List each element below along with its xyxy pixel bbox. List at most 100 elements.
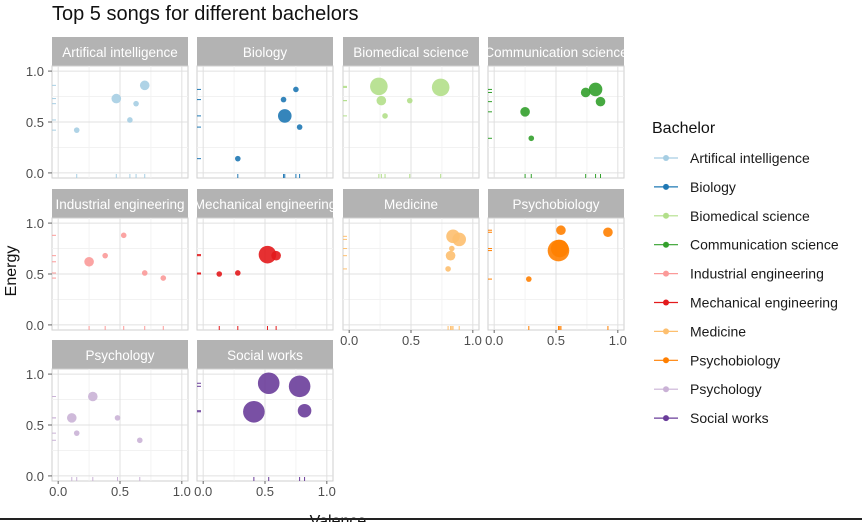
legend-key-point [663,183,669,190]
facet-strip [488,189,624,218]
legend-key-point [663,155,669,161]
data-point [235,270,241,276]
facet-strip [52,189,188,218]
data-point [580,87,591,98]
legend-label: Biomedical science [690,208,810,224]
data-point [431,78,450,97]
data-point [73,127,80,133]
y-tick-label: 0.5 [26,418,44,433]
data-point [370,77,388,96]
x-tick-label: 0.5 [402,333,420,348]
bottom-rule [0,518,862,520]
data-point [120,232,127,239]
legend-label: Industrial engineering [690,266,824,282]
x-tick-label: 1.0 [318,484,336,499]
y-tick-label: 0.0 [26,166,44,181]
y-tick-label: 1.0 [26,64,44,79]
data-point [127,117,133,123]
legend-label: Social works [690,410,769,426]
legend-label: Communication science [690,237,839,253]
y-tick-label: 0.5 [26,115,44,130]
facet-strip [488,37,624,66]
data-point [160,275,167,281]
data-point [271,250,281,261]
facet-strip [197,37,333,66]
data-point [406,97,413,104]
legend-item: Artifical intelligence [654,150,810,166]
legend-key-point [663,299,669,306]
x-tick-label: 0.0 [194,484,212,499]
facet-panel: Psychobiology 0.0 0.5 1.0 [485,189,627,348]
facet-panel: Medicine 0.0 0.5 1.0 [340,189,482,348]
x-tick-label: 1.0 [464,333,482,348]
y-tick-label: 0.0 [26,469,44,484]
data-point [136,437,143,444]
facet-strip [343,189,479,218]
legend: Bachelor Artifical intelligence Biology Bio… [652,120,839,426]
data-point [588,82,603,97]
facet-strip-label: Psychology [85,348,154,363]
legend-key-point [663,357,669,364]
data-point [280,96,287,103]
facet-strip-label: Industrial engineering [55,197,184,212]
y-tick-label: 1.0 [26,216,44,231]
legend-label: Artifical intelligence [690,150,810,166]
y-tick-label: 0.0 [26,318,44,333]
data-point [114,415,121,421]
facet-panel: Industrial engineering 0.0 0.5 1.0 [26,189,189,333]
facet-panel: Mechanical engineering [194,189,337,331]
data-point [297,403,312,418]
data-point [595,96,606,107]
data-point [111,93,122,104]
data-point [445,266,451,272]
facet-strip-label: Biomedical science [353,45,469,60]
legend-item: Medicine [654,323,746,339]
legend-item: Biomedical science [654,208,810,224]
data-point [277,109,292,123]
legend-item: Psychobiology [654,352,780,368]
data-point [258,245,277,264]
x-tick-label: 0.5 [547,333,565,348]
data-point [293,86,299,93]
legend-label: Biology [690,179,736,195]
data-point [257,372,280,395]
x-tick-label: 0.0 [485,333,503,348]
y-tick-label: 0.5 [26,267,44,282]
data-point [382,113,388,119]
legend-key-point [663,270,669,277]
data-point [141,270,148,276]
x-tick-label: 0.5 [256,484,274,499]
data-point [452,232,467,247]
data-point [376,95,387,106]
data-point [216,271,223,277]
legend-item: Social works [654,410,769,426]
data-point [139,80,150,91]
facet-strip-label: Biology [243,45,288,60]
legend-label: Mechanical engineering [690,295,838,311]
legend-item: Mechanical engineering [654,295,838,311]
data-point [243,400,265,423]
data-point [84,256,94,267]
data-point [445,250,456,261]
data-point [449,245,455,252]
x-tick-label: 0.0 [340,333,358,348]
data-point [296,124,303,130]
data-point [520,107,530,117]
data-point [528,135,535,142]
data-point [556,225,566,236]
legend-key-point [663,241,669,248]
x-tick-label: 0.0 [49,484,67,499]
data-point [526,276,532,282]
legend-item: Industrial engineering [654,266,824,282]
data-point [73,430,80,436]
facet-strip-label: Medicine [384,197,438,212]
legend-label: Psychobiology [690,352,780,368]
data-point [102,252,108,259]
y-tick-label: 1.0 [26,367,44,382]
facet-strip-label: Mechanical engineering [194,197,337,212]
data-point [288,375,311,398]
legend-label: Psychology [690,381,762,397]
facet-strip [52,340,188,369]
facet-strip [197,340,333,369]
